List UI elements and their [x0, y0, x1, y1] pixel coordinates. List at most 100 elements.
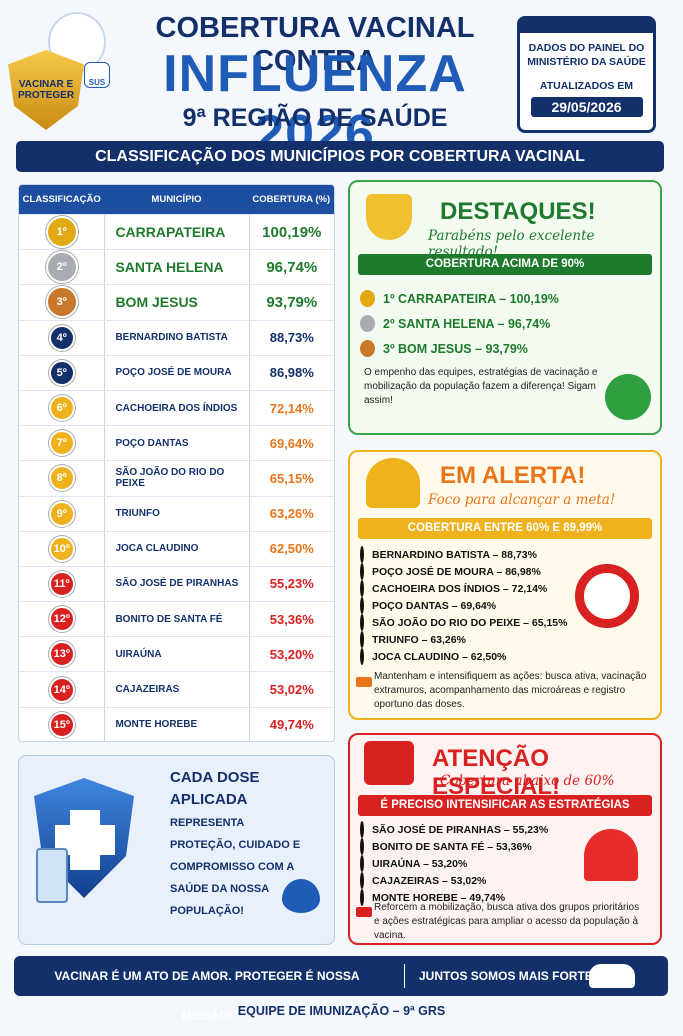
motto: VACINAR É UM ATO DE AMOR. PROTEGER É NOS… — [54, 969, 360, 1023]
card-band: COBERTURA ENTRE 60% E 89,99% — [358, 518, 652, 539]
coverage: 69,64% — [248, 426, 334, 461]
item-text: POÇO DANTAS – 69,64% — [372, 599, 497, 612]
team: EQUIPE DE IMUNIZAÇÃO – 9ª GRS — [237, 1004, 446, 1018]
rank-badge: 10º — [48, 535, 75, 562]
coverage: 86,98% — [248, 355, 334, 390]
card-note: Mantenham e intensifiquem as ações: busc… — [374, 671, 647, 710]
list-item: SÃO JOÃO DO RIO DO PEIXE – 65,15% — [360, 614, 567, 631]
medal-icon — [360, 340, 375, 357]
rank-cell: 14º — [19, 672, 104, 706]
coverage: 55,23% — [248, 566, 334, 602]
table-row: 10º JOCA CLAUDINO 62,50% — [19, 530, 334, 566]
table-row: 15º MONTE HOREBE 49,74% — [19, 706, 334, 741]
heart-icon — [282, 879, 320, 913]
header-cell: CLASSIFICAÇÃO — [22, 194, 101, 205]
thumbs-icon — [605, 374, 651, 420]
municipality: BOM JESUS — [104, 285, 248, 320]
municipality: POÇO JOSÉ DE MOURA — [104, 355, 248, 390]
arrow-icon — [356, 907, 372, 917]
card-band: COBERTURA ACIMA DE 90% — [358, 254, 652, 275]
bullet — [360, 821, 364, 838]
list-item: BONITO DE SANTA FÉ – 53,36% — [360, 838, 548, 855]
title-line: COBERTURA VACINAL CONTRA — [155, 12, 475, 77]
municipality: MONTE HOREBE — [104, 707, 248, 741]
item-text: 3º BOM JESUS – 93,79% — [383, 341, 528, 356]
rank-badge: 12º — [48, 606, 75, 633]
rank-cell: 4º — [19, 321, 104, 355]
coverage: 62,50% — [248, 531, 334, 566]
coverage: 72,14% — [248, 390, 334, 426]
table-row: 5º POÇO JOSÉ DE MOURA 86,98% — [19, 354, 334, 390]
list-item: TRIUNFO – 63,26% — [360, 631, 567, 648]
warning-icon — [364, 741, 414, 785]
municipality: BERNARDINO BATISTA — [104, 320, 248, 355]
table-row: 3º BOM JESUS 93,79% — [19, 284, 334, 320]
highlights-card: DESTAQUES! Parabéns pelo excelente resul… — [348, 180, 662, 435]
header-cell: MUNICÍPIO — [151, 194, 202, 205]
attention-card: ATENÇÃO ESPECIAL! Cobertura abaixo de 60… — [348, 733, 662, 945]
list-item: BERNARDINO BATISTA – 88,73% — [360, 546, 567, 563]
item-text: SÃO JOSÉ DE PIRANHAS – 55,23% — [372, 823, 549, 836]
list-item: MONTE HOREBE – 49,74% — [360, 889, 548, 906]
list-item: 1º CARRAPATEIRA – 100,19% — [360, 286, 559, 311]
municipality: UIRAÚNA — [104, 637, 248, 672]
list-item: SÃO JOSÉ DE PIRANHAS – 55,23% — [360, 821, 548, 838]
attention-list: SÃO JOSÉ DE PIRANHAS – 55,23% BONITO DE S… — [360, 821, 548, 906]
table-row: 7º POÇO DANTAS 69,64% — [19, 425, 334, 461]
title-region: 9ª REGIÃO DE SAÚDE — [182, 104, 448, 132]
dose-title: CADA DOSE APLICADA — [170, 769, 260, 808]
rank-cell: 11º — [19, 567, 104, 601]
item-text: 2º SANTA HELENA – 96,74% — [383, 316, 551, 331]
municipality: SÃO JOSÉ DE PIRANHAS — [104, 566, 248, 602]
title-main: INFLUENZA 2026 — [163, 45, 467, 163]
item-text: POÇO JOSÉ DE MOURA – 86,98% — [372, 565, 541, 578]
municipality: TRIUNFO — [104, 496, 248, 531]
municipality: SÃO JOÃO DO RIO DO PEIXE — [104, 461, 248, 496]
list-item: 3º BOM JESUS – 93,79% — [360, 336, 559, 361]
bell-icon — [366, 458, 420, 508]
municipality: POÇO DANTAS — [104, 426, 248, 461]
coverage: 63,26% — [248, 496, 334, 531]
coverage: 53,36% — [248, 602, 334, 637]
bullet — [360, 614, 364, 631]
card-title: EM ALERTA! — [440, 462, 586, 489]
rank-badge: 5º — [48, 359, 75, 386]
table-row: 1º CARRAPATEIRA 100,19% — [19, 214, 334, 250]
coverage: 96,74% — [248, 250, 334, 285]
card-note: O empenho das equipes, estratégias de va… — [364, 367, 598, 406]
target-icon — [575, 564, 639, 628]
rank-cell: 8º — [19, 461, 104, 495]
rank-badge: 8º — [48, 465, 75, 492]
rank-badge: 14º — [48, 676, 75, 703]
table-row: 8º SÃO JOÃO DO RIO DO PEIXE 65,15% — [19, 460, 334, 496]
item-text: 1º CARRAPATEIRA – 100,19% — [383, 291, 559, 306]
rank-badge: 7º — [48, 430, 75, 457]
table-header: CLASSIFICAÇÃO MUNICÍPIO COBERTURA (%) — [19, 185, 334, 214]
rank-cell: 2º — [19, 250, 104, 284]
source: DADOS DO PAINEL DO MINISTÉRIO DA SAÚDE — [527, 42, 646, 68]
vial-icon — [36, 848, 68, 903]
calendar-box: DADOS DO PAINEL DO MINISTÉRIO DA SAÚDE A… — [517, 16, 656, 133]
rank-cell: 9º — [19, 497, 104, 531]
rank-badge: 2º — [45, 251, 78, 284]
coverage: 100,19% — [248, 215, 334, 250]
table-row: 2º SANTA HELENA 96,74% — [19, 249, 334, 285]
rank-cell: 3º — [19, 285, 104, 319]
updated-date: 29/05/2026 — [530, 97, 643, 117]
table-row: 4º BERNARDINO BATISTA 88,73% — [19, 319, 334, 355]
alert-list: BERNARDINO BATISTA – 88,73% POÇO JOSÉ DE … — [360, 546, 567, 665]
item-text: CACHOEIRA DOS ÍNDIOS – 72,14% — [372, 582, 548, 595]
rank-cell: 13º — [19, 637, 104, 671]
rank-cell: 5º — [19, 356, 104, 390]
card-subtitle: Cobertura abaixo de 60% — [440, 773, 615, 789]
bullet — [360, 546, 364, 563]
municipality: JOCA CLAUDINO — [104, 531, 248, 566]
rank-cell: 6º — [19, 391, 104, 425]
list-item: 2º SANTA HELENA – 96,74% — [360, 311, 559, 336]
card-note: Reforcem a mobilização, busca ativa dos … — [374, 902, 640, 941]
table-row: 12º BONITO DE SANTA FÉ 53,36% — [19, 601, 334, 637]
medal-icon — [360, 290, 375, 307]
table-row: 11º SÃO JOSÉ DE PIRANHAS 55,23% — [19, 565, 334, 602]
bullet — [360, 838, 364, 855]
table-row: 6º CACHOEIRA DOS ÍNDIOS 72,14% — [19, 389, 334, 426]
